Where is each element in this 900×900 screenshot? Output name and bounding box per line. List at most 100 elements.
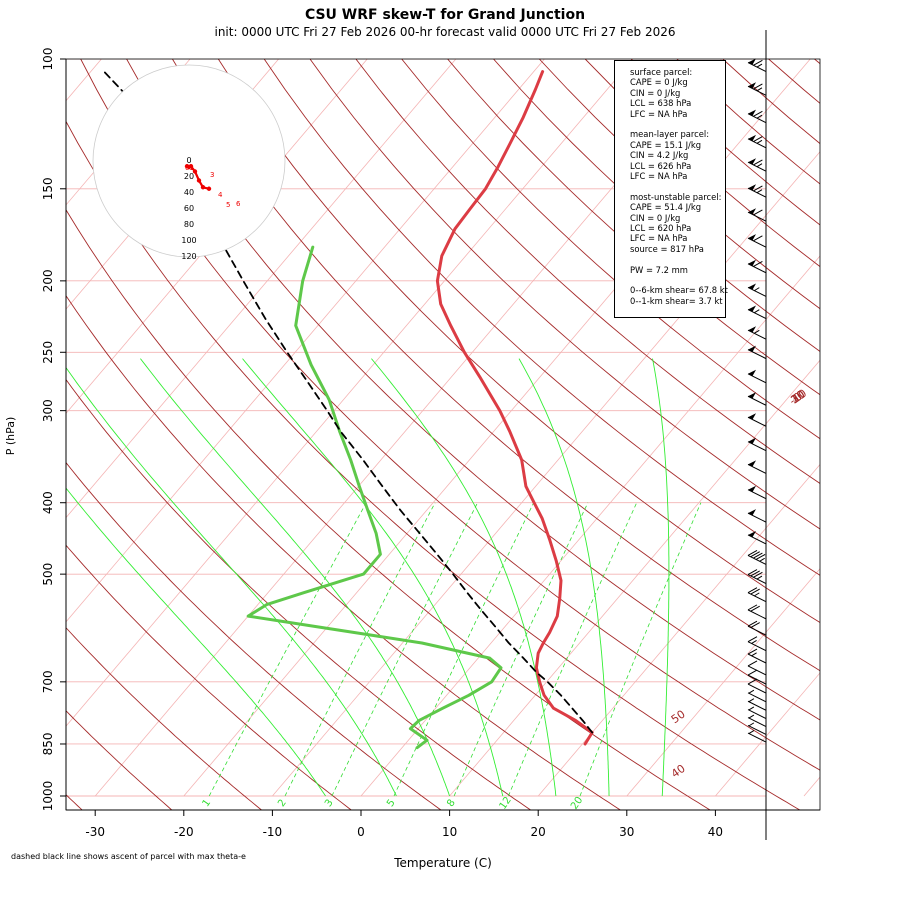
wind-barb-flag [748, 509, 756, 516]
wind-barb-half [759, 557, 765, 562]
wind-barb-flag [748, 326, 756, 333]
wind-barb [747, 234, 767, 248]
dry-adiabat [172, 59, 820, 672]
wind-barb-full [747, 620, 758, 627]
dry-adiabat [447, 59, 820, 396]
wind-barb-half [756, 114, 763, 119]
wind-barb [747, 437, 767, 452]
wind-barb-flag [748, 184, 756, 191]
shear-stats: 0--6-km shear= 67.8 kt 0--1-km shear= 3.… [630, 285, 728, 306]
wind-barb-shaft [747, 709, 767, 719]
p-tick-label: 1000 [41, 781, 55, 812]
hodograph-point-label: 0 [185, 164, 189, 172]
wind-barb-flag [748, 82, 756, 89]
x-tick-label: -10 [263, 825, 283, 839]
surface-parcel-stats: surface parcel: CAPE = 0 J/kg CIN = 0 J/… [630, 67, 725, 119]
wind-barb [747, 413, 767, 427]
dry-adiabat [66, 120, 801, 810]
wind-barb-half [751, 640, 757, 644]
x-tick-label: 0 [357, 825, 365, 839]
moist-adiabat [371, 358, 557, 797]
stat-line: CAPE = 51.4 J/kg [630, 202, 702, 213]
wind-barb-half [748, 698, 755, 703]
isotherm-line [66, 59, 545, 623]
wind-barb [747, 706, 767, 719]
wind-barb [747, 530, 767, 545]
hodograph-point-label: 5 [226, 201, 230, 209]
isotherm-line [66, 59, 634, 727]
wind-barb [747, 184, 767, 198]
moist-adiabat [140, 358, 451, 797]
wind-barb-full [753, 235, 763, 242]
wind-barb-full [755, 554, 766, 560]
moist-adiabat [652, 358, 670, 797]
wind-barb [747, 620, 767, 636]
wind-barbs [747, 58, 767, 743]
wind-barb-shaft [747, 700, 767, 711]
wind-barb [747, 678, 767, 694]
wind-barb [747, 134, 767, 149]
stat-line: LCL = 638 hPa [630, 98, 692, 109]
dry-adiabat [263, 59, 820, 576]
hodograph-ring-label: 60 [184, 204, 194, 213]
hodograph-point-label: 1 [189, 164, 193, 172]
hodograph-point [200, 185, 206, 190]
isotherm-line [893, 59, 900, 796]
wind-barb [747, 714, 767, 728]
mixing-ratio-line [453, 502, 589, 797]
wind-barb-half [756, 189, 763, 194]
wind-barb [747, 689, 767, 703]
wind-barb-half [748, 689, 755, 694]
mixing-ratio-line [331, 502, 478, 797]
wind-barb-shaft [747, 653, 767, 664]
wind-barb-full [753, 209, 763, 216]
mixing-ratio-label: 8 [445, 798, 458, 810]
x-tick-label: -20 [174, 825, 194, 839]
stat-line: PW = 7.2 mm [630, 264, 688, 275]
wind-barb [747, 369, 767, 384]
dry-adiabat-label: 40 [669, 762, 688, 781]
dry-adiabat [309, 59, 820, 530]
isotherm-line [537, 463, 820, 797]
mixing-ratio-line [508, 502, 638, 797]
parcel-stats-box: surface parcel: CAPE = 0 J/kg CIN = 0 J/… [614, 60, 728, 318]
hodograph-ring-label: 20 [184, 172, 194, 181]
isotherm-line [715, 672, 820, 797]
wind-barb-flag [748, 109, 756, 116]
wind-barb-full [753, 185, 763, 192]
wind-barb [747, 283, 767, 297]
isotherm-line [449, 359, 820, 797]
wind-barb [747, 604, 767, 620]
dry-adiabat [66, 378, 532, 810]
dry-adiabat [126, 59, 820, 721]
hodograph-ring-label: 80 [184, 220, 194, 229]
meanlayer-parcel-stats: mean-layer parcel: CAPE = 15.1 J/kg CIN … [630, 129, 725, 181]
stat-line: surface parcel: [630, 67, 693, 77]
wind-barb-flag [748, 208, 756, 215]
isotherm-line [803, 776, 820, 797]
p-tick-label: 700 [41, 670, 55, 693]
stat-line: LCL = 626 hPa [630, 160, 692, 171]
wind-barb [747, 305, 767, 320]
wind-barb-flag [748, 485, 756, 492]
mixing-ratio-label: 12 [498, 795, 514, 812]
x-axis-label: Temperature (C) [393, 856, 492, 870]
hodograph-ring-label: 0 [186, 156, 191, 165]
wind-barb-flag [748, 283, 756, 290]
wind-barb [747, 660, 767, 676]
wind-barb-full [747, 636, 758, 643]
p-tick-label: 200 [41, 269, 55, 292]
wind-barb-flag [748, 58, 756, 65]
wind-barb-shaft [747, 692, 767, 703]
mixing-ratio-label: 3 [323, 798, 336, 810]
stat-line: 0--6-km shear= 67.8 kt [630, 285, 728, 296]
hodograph-point [206, 186, 212, 191]
stat-line: most-unstable parcel: [630, 191, 722, 202]
wind-barb-flag [748, 392, 756, 399]
stat-line: LFC = NA hPa [630, 108, 688, 119]
wind-barb [747, 587, 767, 603]
chart-subtitle: init: 0000 UTC Fri 27 Feb 2026 00-hr for… [214, 25, 676, 39]
